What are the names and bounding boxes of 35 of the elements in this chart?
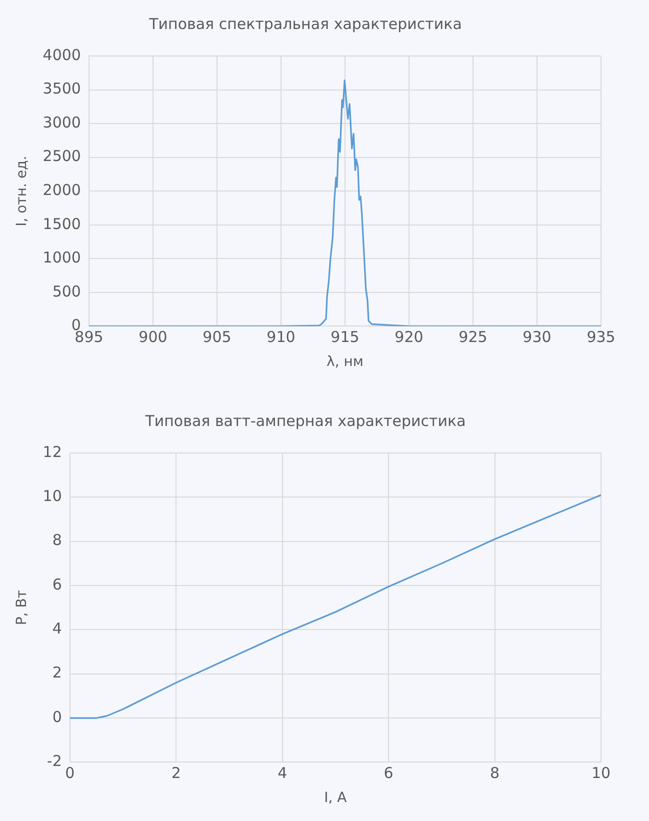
y-tick-label: 3000 — [42, 113, 81, 132]
x-tick-label: 4 — [278, 764, 288, 782]
y-axis-title: P, Вт — [14, 590, 30, 626]
y-tick-label: 2500 — [42, 147, 81, 166]
x-tick-label: 900 — [138, 328, 168, 346]
x-tick-label: 915 — [330, 328, 360, 346]
x-tick-label: 10 — [591, 764, 611, 782]
x-axis-title: λ, нм — [326, 354, 364, 370]
x-tick-label: 935 — [586, 328, 616, 346]
chart-title: Типовая ватт-амперная характеристика — [144, 412, 466, 430]
x-tick-label: 905 — [202, 328, 232, 346]
x-tick-label: 2 — [171, 764, 181, 782]
y-tick-label: 12 — [42, 442, 62, 461]
y-tick-label: 0 — [52, 708, 62, 726]
y-tick-label: 3500 — [42, 80, 81, 98]
y-axis-title: I, отн. ед. — [14, 156, 30, 226]
y-tick-label: 8 — [52, 531, 62, 550]
x-tick-label: 910 — [266, 328, 296, 346]
y-tick-label: 6 — [52, 575, 62, 594]
y-tick-label: 4 — [52, 620, 62, 638]
x-tick-label: 930 — [522, 328, 552, 346]
x-tick-label: 8 — [490, 764, 500, 782]
x-axis-title: I, А — [324, 790, 348, 806]
y-tick-label: 500 — [52, 282, 81, 300]
y-tick-label: 4000 — [42, 46, 81, 64]
y-tick-label: -2 — [46, 752, 62, 770]
y-tick-label: 2000 — [42, 180, 81, 199]
y-tick-label: 2 — [52, 664, 62, 682]
y-tick-label: 1000 — [42, 248, 81, 267]
y-tick-label: 1500 — [42, 214, 81, 233]
x-tick-label: 920 — [394, 328, 424, 346]
y-tick-label: 10 — [42, 487, 62, 506]
x-tick-label: 6 — [384, 764, 394, 782]
x-tick-label: 925 — [458, 328, 488, 346]
chart-title: Типовая спектральная характеристика — [148, 14, 462, 33]
